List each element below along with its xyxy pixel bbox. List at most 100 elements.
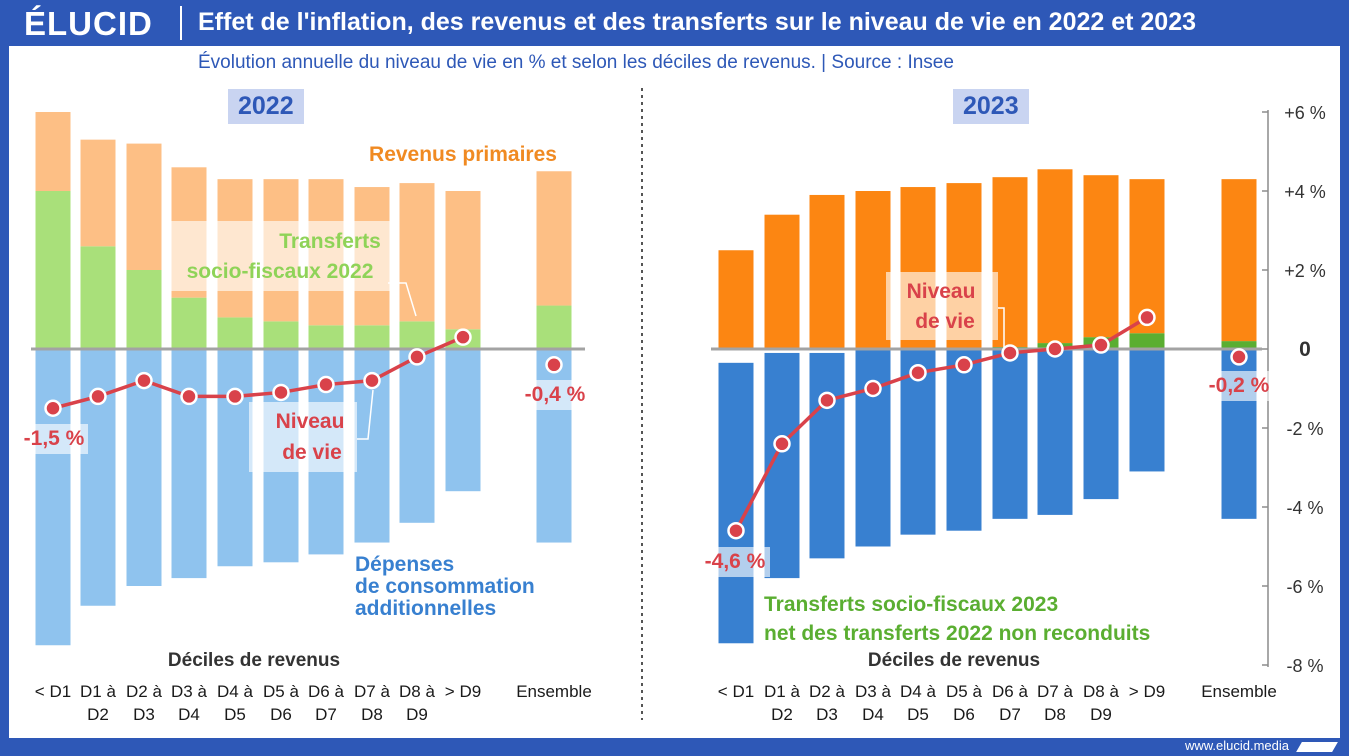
- y-tick-label: +6 %: [1284, 103, 1326, 123]
- category-label: < D1: [35, 682, 71, 701]
- category-label: Ensemble: [516, 682, 592, 701]
- category-label: D7: [315, 705, 337, 724]
- category-label: D5: [907, 705, 929, 724]
- point-niveau-de-vie: [454, 328, 472, 346]
- y-tick-label: -6 %: [1286, 577, 1323, 597]
- point-niveau-de-vie: [864, 379, 882, 398]
- bar-consumption-2022: [536, 349, 572, 543]
- point-niveau-de-vie: [363, 371, 381, 390]
- point-niveau-de-vie: [89, 387, 107, 406]
- annotation-box: [162, 221, 390, 291]
- bar-consumption-2022: [80, 349, 116, 606]
- point-niveau-de-vie: [1001, 344, 1019, 362]
- category-label: D7: [999, 705, 1021, 724]
- point-niveau-de-vie: [727, 521, 745, 540]
- category-label: D8: [1044, 705, 1066, 724]
- logo-separator: [180, 6, 182, 40]
- category-label: Ensemble: [1201, 682, 1277, 701]
- point-niveau-de-vie: [1092, 336, 1110, 354]
- annotation-depenses: additionnelles: [355, 597, 496, 620]
- category-label: D5 à: [263, 682, 299, 701]
- point-niveau-de-vie: [818, 391, 836, 410]
- data-label-niveau-2023: -4,6 %: [705, 550, 766, 573]
- y-tick-label: 0: [1299, 338, 1311, 361]
- bar-consumption-2023: [855, 349, 891, 547]
- bar-transfers-2022: [308, 325, 344, 349]
- category-label: D8 à: [399, 682, 435, 701]
- annotation-box: [886, 272, 998, 340]
- annotation-niveau-de-vie: de vie: [915, 310, 975, 333]
- bar-consumption-2022: [445, 349, 481, 492]
- data-label-box: [1203, 371, 1275, 401]
- category-label: > D9: [445, 682, 481, 701]
- category-label: D2 à: [809, 682, 845, 701]
- annotation-niveau-de-vie: Niveau: [907, 280, 976, 303]
- data-label-box: [518, 380, 592, 410]
- category-label: D1 à: [764, 682, 800, 701]
- point-niveau-de-vie: [180, 387, 198, 406]
- annotation-transferts-2022: socio-fiscaux 2022: [187, 260, 374, 283]
- y-axis: +6 % +4 % +2 % 0 -2 % -4 % -6 % -8 %: [1262, 103, 1326, 676]
- category-label: D3 à: [855, 682, 891, 701]
- annotation-connector: [998, 307, 1005, 348]
- category-label: D5 à: [946, 682, 982, 701]
- data-label-niveau-2023: -0,2 %: [1209, 374, 1270, 397]
- bar-primary-2023: [1129, 179, 1165, 334]
- point-niveau-de-vie: [955, 356, 973, 374]
- point-niveau-de-vie: [44, 399, 62, 417]
- category-label: D7 à: [1037, 682, 1073, 701]
- line-niveau-de-vie: [52, 335, 464, 410]
- annotation-transferts-2023: Transferts socio-fiscaux 2023: [764, 593, 1058, 616]
- category-label: D6 à: [308, 682, 344, 701]
- category-label: D8: [361, 705, 383, 724]
- point-niveau-de-vie: [545, 356, 563, 374]
- footer-logo-mark: [1296, 742, 1338, 752]
- bar-primary-2022: [35, 112, 71, 191]
- point-niveau-de-vie: [317, 375, 335, 394]
- bar-transfers-2022: [399, 321, 435, 349]
- category-label: D4: [178, 705, 200, 724]
- point-niveau-de-vie: [909, 363, 927, 382]
- annotation-transferts-2023: net des transferts 2022 non reconduits: [764, 622, 1150, 645]
- elucid-logo[interactable]: ÉLUCID: [24, 5, 153, 42]
- bar-transfers-2023: [1129, 333, 1165, 349]
- bar-primary-2023: [1221, 179, 1257, 342]
- bar-transfers-2022: [536, 305, 572, 349]
- category-label: < D1: [718, 682, 754, 701]
- point-niveau-de-vie: [773, 435, 791, 453]
- annotation-revenus-primaires: Revenus primaires: [369, 143, 557, 166]
- y-tick-label: -8 %: [1286, 656, 1323, 676]
- bar-primary-2023: [1037, 169, 1073, 344]
- footer-url[interactable]: www.elucid.media: [1184, 738, 1289, 753]
- category-label: D4 à: [217, 682, 253, 701]
- annotation-niveau-de-vie: de vie: [282, 441, 342, 464]
- point-niveau-de-vie: [1046, 340, 1064, 358]
- bar-primary-2022: [445, 191, 481, 330]
- category-label: > D9: [1129, 682, 1165, 701]
- data-label-niveau-2022: -0,4 %: [525, 383, 586, 406]
- y-tick-label: +2 %: [1284, 261, 1326, 281]
- year-label-2023: 2023: [953, 89, 1029, 124]
- category-label: D3: [816, 705, 838, 724]
- bar-transfers-2022: [80, 246, 116, 349]
- annotation-niveau-de-vie: Niveau: [276, 410, 345, 433]
- bar-consumption-2022: [399, 349, 435, 523]
- bar-consumption-2023: [718, 362, 754, 644]
- point-niveau-de-vie: [1230, 348, 1248, 366]
- x-axis-title: Déciles de revenus: [168, 650, 340, 671]
- bar-primary-2023: [809, 194, 845, 349]
- line-niveau-de-vie: [734, 315, 1148, 532]
- bar-consumption-2023: [1129, 349, 1165, 472]
- bar-transfers-2022: [217, 317, 253, 349]
- bar-primary-2023: [992, 177, 1028, 348]
- category-label: D4: [862, 705, 884, 724]
- point-niveau-de-vie: [1138, 308, 1156, 327]
- category-label: D6: [270, 705, 292, 724]
- y-tick-label: -4 %: [1286, 498, 1323, 518]
- bar-primary-2022: [399, 183, 435, 322]
- category-label: D8 à: [1083, 682, 1119, 701]
- year-label-2022: 2022: [228, 89, 304, 124]
- bar-consumption-2023: [992, 349, 1028, 519]
- annotation-connector: [357, 389, 374, 440]
